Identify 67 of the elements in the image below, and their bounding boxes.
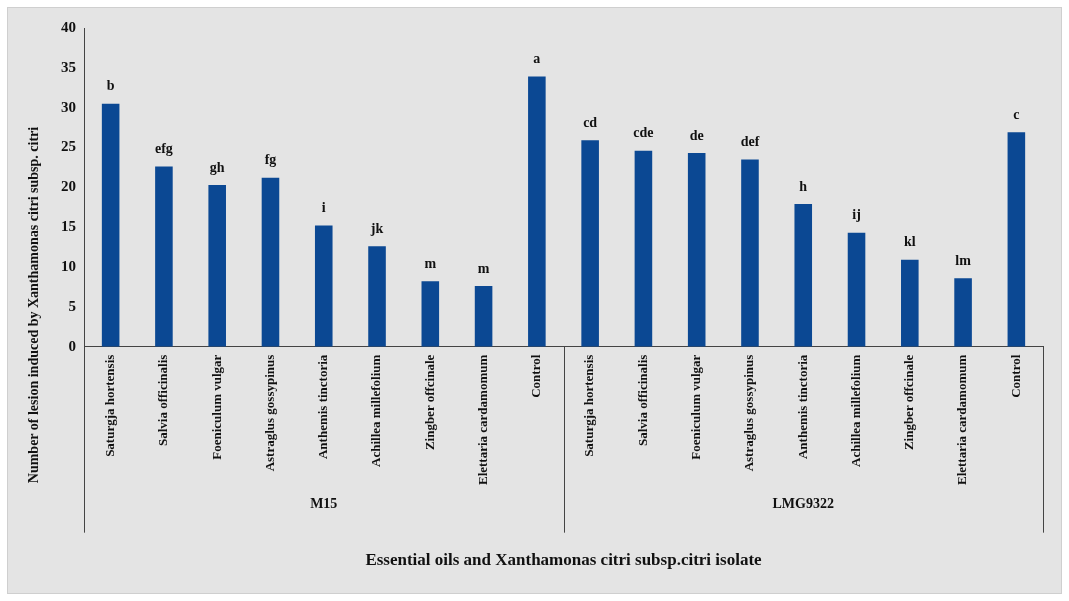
bar bbox=[1007, 132, 1026, 347]
data-label: ij bbox=[852, 207, 861, 223]
data-label: c bbox=[1013, 106, 1020, 122]
bar bbox=[474, 286, 493, 347]
x-tick-label: Zingber offcinale bbox=[901, 354, 917, 451]
bar bbox=[208, 184, 226, 347]
data-label: fg bbox=[264, 152, 277, 168]
x-tick-label: Foeniculum vulgar bbox=[208, 354, 224, 460]
data-label: i bbox=[321, 200, 326, 216]
x-tick-label: Saturgja hortensis bbox=[102, 354, 117, 457]
data-label: m bbox=[424, 255, 437, 271]
data-label: de bbox=[689, 127, 704, 143]
x-tick-label: Anthemis tinctoria bbox=[794, 354, 810, 460]
y-tick-label: 25 bbox=[61, 138, 76, 155]
text: M15 bbox=[310, 496, 338, 512]
y-tick-label: 20 bbox=[61, 178, 76, 195]
x-tick-label: Salvia officinalis bbox=[155, 354, 171, 447]
bar bbox=[155, 166, 173, 347]
bar bbox=[687, 153, 706, 347]
bar bbox=[314, 225, 333, 347]
y-axis-title: Number of lesion induced by Xanthamonas citri subsp. citri bbox=[25, 126, 41, 484]
data-label: jk bbox=[369, 220, 384, 236]
bar bbox=[421, 281, 440, 347]
x-axis-title: Essential oils and Xanthamonas citri subsp.citri isolate bbox=[365, 550, 763, 570]
bar bbox=[741, 159, 759, 347]
x-tick-label: Elettaria cardamomum bbox=[954, 354, 970, 486]
x-tick-label: Saturgja hortensis bbox=[581, 354, 597, 457]
bar bbox=[101, 103, 120, 347]
x-tick-label: Elettaria cardamomum bbox=[474, 354, 490, 486]
data-label: b bbox=[106, 78, 115, 94]
data-label: m bbox=[477, 260, 490, 276]
x-tick-label: Control bbox=[528, 354, 544, 398]
data-label: gh bbox=[209, 159, 225, 175]
data-label: cd bbox=[583, 114, 598, 130]
x-tick-label: Foeniculum vulgar bbox=[688, 354, 704, 460]
bar bbox=[528, 76, 546, 347]
y-tick-label: 10 bbox=[61, 257, 76, 274]
data-label: a bbox=[533, 51, 541, 67]
x-tick-label: Achillea millefolium bbox=[847, 354, 863, 467]
data-label: cde bbox=[633, 125, 654, 141]
bar bbox=[581, 140, 599, 347]
bar bbox=[847, 232, 866, 347]
bar bbox=[634, 150, 653, 347]
x-tick-label: Astraglus gossypinus bbox=[741, 354, 757, 472]
text: LMG9322 bbox=[772, 496, 834, 512]
y-tick-label: 40 bbox=[61, 18, 76, 35]
y-tick-label: 35 bbox=[61, 58, 76, 75]
bar bbox=[794, 204, 813, 347]
y-tick-label: 5 bbox=[68, 297, 76, 314]
data-label: def bbox=[740, 134, 760, 150]
x-tick-label: Salvia officinalis bbox=[634, 354, 650, 447]
bar bbox=[368, 246, 386, 347]
x-tick-label: Zingber offcinale bbox=[421, 354, 437, 451]
y-tick-label: 0 bbox=[68, 337, 76, 354]
bar bbox=[954, 278, 972, 347]
x-tick-label: Control bbox=[1007, 354, 1023, 398]
data-label: lm bbox=[955, 252, 972, 268]
y-tick-label: 15 bbox=[61, 218, 76, 235]
bar bbox=[901, 259, 919, 347]
x-tick-label: Achillea millefolium bbox=[368, 354, 384, 467]
x-tick-label: Astraglus gossypinus bbox=[261, 354, 277, 472]
bar bbox=[261, 177, 280, 347]
x-tick-label: Anthemis tinctoria bbox=[315, 354, 331, 460]
data-label: h bbox=[799, 178, 808, 194]
data-label: kl bbox=[903, 234, 916, 250]
y-tick-label: 30 bbox=[61, 98, 76, 115]
data-label: efg bbox=[154, 141, 173, 157]
